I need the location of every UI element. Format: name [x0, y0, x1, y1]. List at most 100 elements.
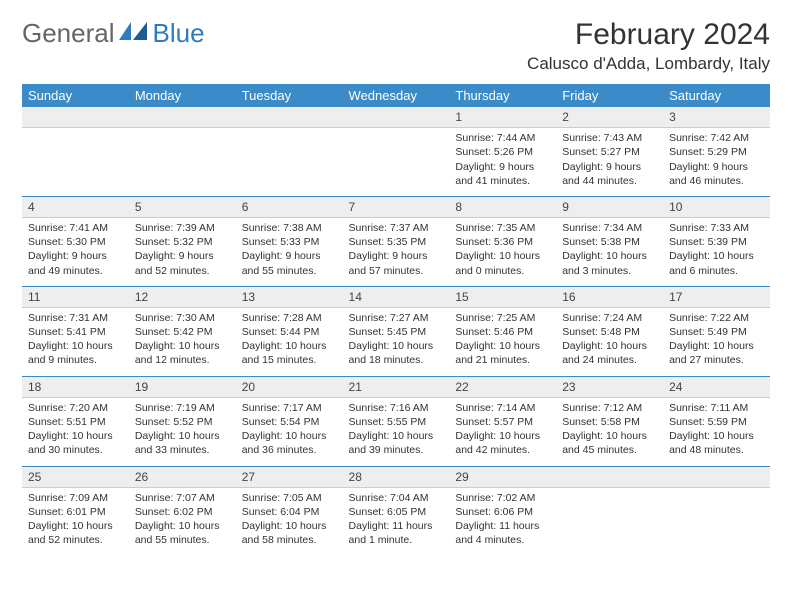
- sunset-line: Sunset: 5:58 PM: [562, 415, 657, 429]
- sunset-line: Sunset: 5:42 PM: [135, 325, 230, 339]
- sunrise-line: Sunrise: 7:07 AM: [135, 491, 230, 505]
- date-number: [663, 466, 770, 487]
- daylight-line: Daylight: 9 hours and 44 minutes.: [562, 160, 657, 188]
- day-cell: Sunrise: 7:12 AMSunset: 5:58 PMDaylight:…: [556, 397, 663, 466]
- day-header: Tuesday: [236, 84, 343, 107]
- daylight-line: Daylight: 10 hours and 9 minutes.: [28, 339, 123, 367]
- sunrise-line: Sunrise: 7:05 AM: [242, 491, 337, 505]
- daylight-line: Daylight: 10 hours and 45 minutes.: [562, 429, 657, 457]
- date-number: [22, 107, 129, 128]
- daylight-line: Daylight: 9 hours and 57 minutes.: [349, 249, 444, 277]
- day-cell: Sunrise: 7:39 AMSunset: 5:32 PMDaylight:…: [129, 218, 236, 287]
- sunset-line: Sunset: 6:05 PM: [349, 505, 444, 519]
- date-number: 2: [556, 107, 663, 128]
- sunrise-line: Sunrise: 7:04 AM: [349, 491, 444, 505]
- sunrise-line: Sunrise: 7:28 AM: [242, 311, 337, 325]
- sunset-line: Sunset: 5:33 PM: [242, 235, 337, 249]
- day-cell: Sunrise: 7:30 AMSunset: 5:42 PMDaylight:…: [129, 307, 236, 376]
- details-row: Sunrise: 7:41 AMSunset: 5:30 PMDaylight:…: [22, 218, 770, 287]
- date-number: 1: [449, 107, 556, 128]
- sunset-line: Sunset: 5:46 PM: [455, 325, 550, 339]
- date-number-row: 2526272829: [22, 466, 770, 487]
- sunset-line: Sunset: 5:57 PM: [455, 415, 550, 429]
- daylight-line: Daylight: 10 hours and 30 minutes.: [28, 429, 123, 457]
- date-number: 29: [449, 466, 556, 487]
- sunset-line: Sunset: 6:02 PM: [135, 505, 230, 519]
- date-number: 11: [22, 286, 129, 307]
- daylight-line: Daylight: 9 hours and 52 minutes.: [135, 249, 230, 277]
- date-number: [556, 466, 663, 487]
- sunrise-line: Sunrise: 7:22 AM: [669, 311, 764, 325]
- title-block: February 2024 Calusco d'Adda, Lombardy, …: [527, 18, 770, 74]
- day-cell: Sunrise: 7:11 AMSunset: 5:59 PMDaylight:…: [663, 397, 770, 466]
- day-cell: Sunrise: 7:14 AMSunset: 5:57 PMDaylight:…: [449, 397, 556, 466]
- date-number: 23: [556, 376, 663, 397]
- logo-icon: [119, 18, 149, 49]
- day-cell: Sunrise: 7:34 AMSunset: 5:38 PMDaylight:…: [556, 218, 663, 287]
- daylight-line: Daylight: 11 hours and 1 minute.: [349, 519, 444, 547]
- day-cell: Sunrise: 7:09 AMSunset: 6:01 PMDaylight:…: [22, 487, 129, 555]
- sunset-line: Sunset: 5:48 PM: [562, 325, 657, 339]
- sunset-line: Sunset: 5:30 PM: [28, 235, 123, 249]
- sunrise-line: Sunrise: 7:17 AM: [242, 401, 337, 415]
- date-number-row: 45678910: [22, 196, 770, 217]
- date-number: 7: [343, 196, 450, 217]
- date-number: 5: [129, 196, 236, 217]
- day-cell: Sunrise: 7:41 AMSunset: 5:30 PMDaylight:…: [22, 218, 129, 287]
- date-number: 8: [449, 196, 556, 217]
- daylight-line: Daylight: 10 hours and 42 minutes.: [455, 429, 550, 457]
- daylight-line: Daylight: 10 hours and 15 minutes.: [242, 339, 337, 367]
- date-number: 12: [129, 286, 236, 307]
- date-number: 28: [343, 466, 450, 487]
- date-number: 10: [663, 196, 770, 217]
- daylight-line: Daylight: 10 hours and 18 minutes.: [349, 339, 444, 367]
- logo-word2: Blue: [153, 18, 205, 49]
- sunrise-line: Sunrise: 7:30 AM: [135, 311, 230, 325]
- sunrise-line: Sunrise: 7:41 AM: [28, 221, 123, 235]
- daylight-line: Daylight: 10 hours and 58 minutes.: [242, 519, 337, 547]
- sunrise-line: Sunrise: 7:20 AM: [28, 401, 123, 415]
- date-number: 4: [22, 196, 129, 217]
- sunrise-line: Sunrise: 7:12 AM: [562, 401, 657, 415]
- date-number: 9: [556, 196, 663, 217]
- day-cell: [129, 128, 236, 197]
- date-number: 19: [129, 376, 236, 397]
- header: General Blue February 2024 Calusco d'Add…: [22, 18, 770, 74]
- date-number: 15: [449, 286, 556, 307]
- day-cell: Sunrise: 7:38 AMSunset: 5:33 PMDaylight:…: [236, 218, 343, 287]
- sunset-line: Sunset: 5:26 PM: [455, 145, 550, 159]
- sunrise-line: Sunrise: 7:27 AM: [349, 311, 444, 325]
- sunrise-line: Sunrise: 7:37 AM: [349, 221, 444, 235]
- daylight-line: Daylight: 10 hours and 48 minutes.: [669, 429, 764, 457]
- month-title: February 2024: [527, 18, 770, 52]
- sunrise-line: Sunrise: 7:34 AM: [562, 221, 657, 235]
- date-number-row: 123: [22, 107, 770, 128]
- location: Calusco d'Adda, Lombardy, Italy: [527, 54, 770, 74]
- daylight-line: Daylight: 9 hours and 49 minutes.: [28, 249, 123, 277]
- sunset-line: Sunset: 5:54 PM: [242, 415, 337, 429]
- date-number: 16: [556, 286, 663, 307]
- sunset-line: Sunset: 6:04 PM: [242, 505, 337, 519]
- sunrise-line: Sunrise: 7:19 AM: [135, 401, 230, 415]
- daylight-line: Daylight: 9 hours and 41 minutes.: [455, 160, 550, 188]
- daylight-line: Daylight: 10 hours and 39 minutes.: [349, 429, 444, 457]
- date-number: 6: [236, 196, 343, 217]
- daylight-line: Daylight: 10 hours and 55 minutes.: [135, 519, 230, 547]
- date-number: [129, 107, 236, 128]
- day-cell: [236, 128, 343, 197]
- date-number-row: 18192021222324: [22, 376, 770, 397]
- day-header: Thursday: [449, 84, 556, 107]
- sunset-line: Sunset: 5:27 PM: [562, 145, 657, 159]
- day-cell: Sunrise: 7:22 AMSunset: 5:49 PMDaylight:…: [663, 307, 770, 376]
- day-header: Monday: [129, 84, 236, 107]
- sunset-line: Sunset: 5:32 PM: [135, 235, 230, 249]
- day-cell: [22, 128, 129, 197]
- sunset-line: Sunset: 5:45 PM: [349, 325, 444, 339]
- day-header: Friday: [556, 84, 663, 107]
- sunset-line: Sunset: 5:49 PM: [669, 325, 764, 339]
- day-cell: Sunrise: 7:27 AMSunset: 5:45 PMDaylight:…: [343, 307, 450, 376]
- date-number: 3: [663, 107, 770, 128]
- day-cell: Sunrise: 7:31 AMSunset: 5:41 PMDaylight:…: [22, 307, 129, 376]
- sunrise-line: Sunrise: 7:02 AM: [455, 491, 550, 505]
- sunset-line: Sunset: 5:55 PM: [349, 415, 444, 429]
